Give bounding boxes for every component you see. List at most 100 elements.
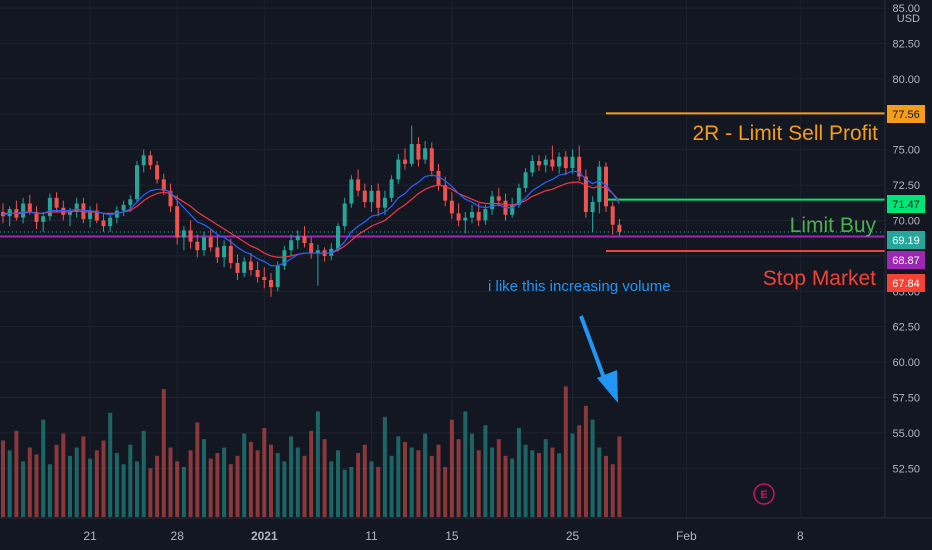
x-tick-label: 25 xyxy=(566,529,580,543)
volume-bar xyxy=(577,425,582,517)
earnings-marker-circle[interactable] xyxy=(753,483,775,505)
candle-body xyxy=(423,148,428,160)
candle-body xyxy=(54,197,59,208)
profit-level-label: 2R - Limit Sell Profit xyxy=(692,122,878,145)
candle-body xyxy=(175,206,180,238)
candle-body xyxy=(1,211,5,217)
volume-bar xyxy=(456,439,461,517)
x-tick-label: 15 xyxy=(445,529,459,543)
y-tick-label: 85.00 xyxy=(892,3,920,15)
volume-bar xyxy=(610,464,615,517)
candlesticks xyxy=(1,125,622,297)
ema-fast-line xyxy=(2,170,620,267)
x-tick-label: 2021 xyxy=(251,529,278,543)
candle-body xyxy=(463,217,468,221)
candle-body xyxy=(135,165,139,200)
volume-bar xyxy=(443,466,448,517)
candle xyxy=(175,194,180,245)
volume-bar xyxy=(550,447,555,517)
volume-bar xyxy=(34,454,39,517)
x-tick-label: Feb xyxy=(676,529,697,543)
candle-body xyxy=(583,176,588,212)
candle-body xyxy=(114,210,119,218)
volume-bar xyxy=(235,455,240,517)
candle-body xyxy=(222,245,227,258)
currency-label: USD xyxy=(897,13,920,25)
candle xyxy=(108,214,113,232)
candle xyxy=(396,153,401,184)
volume-bar xyxy=(389,455,394,517)
candle xyxy=(409,125,414,167)
volume-bar xyxy=(583,405,588,517)
y-tick-label: 70.00 xyxy=(892,215,920,227)
candle-body xyxy=(289,240,294,251)
candle-body xyxy=(476,211,481,221)
candle-body xyxy=(483,209,488,221)
candle-body xyxy=(21,203,26,218)
price-badge-current: 69.19 xyxy=(887,231,925,249)
volume-bar xyxy=(61,433,66,517)
candle xyxy=(202,231,206,256)
volume-bar xyxy=(510,458,515,517)
candle xyxy=(590,196,595,232)
volume-bar xyxy=(617,436,622,517)
candle-body xyxy=(416,144,421,160)
volume-bar xyxy=(476,450,481,517)
candle xyxy=(7,206,12,227)
candle-body xyxy=(235,262,240,273)
price-level-lines[interactable] xyxy=(0,112,885,253)
candle xyxy=(577,145,582,181)
candle-body xyxy=(449,200,454,214)
candle-body xyxy=(295,236,300,241)
candle-body xyxy=(128,199,133,205)
volume-bar xyxy=(74,447,79,517)
candle xyxy=(41,211,46,232)
volume-bar xyxy=(369,461,374,517)
candle-body xyxy=(336,226,340,249)
candle xyxy=(282,245,287,271)
candle-body xyxy=(269,279,273,288)
candle xyxy=(114,206,119,224)
candle-body xyxy=(302,236,307,244)
candle xyxy=(295,230,300,249)
volume-bar xyxy=(7,450,12,517)
candle-body xyxy=(597,166,602,203)
candle xyxy=(74,197,79,218)
volume-bar xyxy=(470,433,474,517)
volume-bar xyxy=(382,416,387,517)
candle xyxy=(449,192,454,220)
volume-bar xyxy=(483,425,488,517)
price-badge-current-text: 69.19 xyxy=(892,235,920,247)
candle xyxy=(389,175,394,203)
annotation-arrow-icon xyxy=(579,315,618,403)
earnings-marker[interactable]: E xyxy=(753,483,775,505)
candle-body xyxy=(141,155,146,166)
candle-body xyxy=(155,165,160,180)
volume-bar xyxy=(429,455,434,517)
candle-body xyxy=(242,261,247,273)
candle xyxy=(289,234,294,256)
volume-bar xyxy=(362,444,367,517)
candle-body xyxy=(429,148,434,171)
volume-bar xyxy=(202,439,206,517)
candle-body xyxy=(537,161,541,166)
volume-bar xyxy=(269,444,273,517)
candle-body xyxy=(604,166,608,207)
candle-body xyxy=(148,155,153,166)
volume-bar xyxy=(436,444,441,517)
candle-body xyxy=(563,156,568,169)
candle xyxy=(583,169,588,218)
candle-body xyxy=(74,203,79,212)
volume-bar xyxy=(195,422,200,517)
candle-body xyxy=(181,230,186,238)
candle xyxy=(168,183,173,212)
candle xyxy=(456,203,461,227)
candle-body xyxy=(369,190,374,203)
candle xyxy=(382,190,387,215)
candle-body xyxy=(188,230,193,242)
candle xyxy=(490,190,495,215)
candle-body xyxy=(195,241,200,251)
candle-body xyxy=(88,210,93,220)
